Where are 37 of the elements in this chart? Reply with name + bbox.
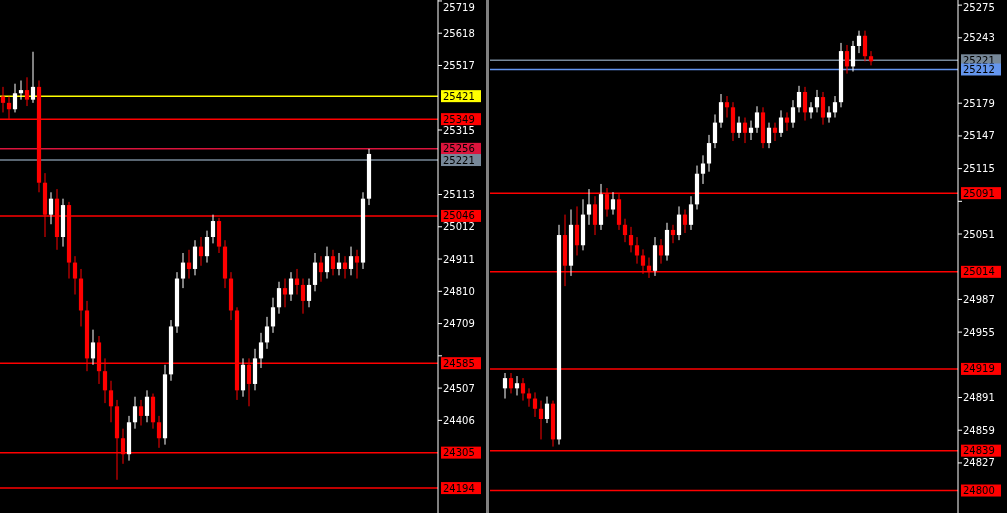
ref-line-label: 25046 (443, 210, 475, 222)
ref-line-label: 24919 (963, 363, 995, 375)
y-tick-label: 25179 (963, 97, 995, 109)
y-tick-label: 24709 (443, 318, 475, 330)
y-tick-label: 25315 (443, 124, 475, 136)
y-tick-label: 24859 (963, 424, 995, 436)
y-tick-label: 25243 (963, 32, 995, 44)
y-tick-label: 25719 (443, 1, 475, 13)
ref-line-label: 24585 (443, 357, 475, 369)
ref-line-label: 25014 (963, 266, 995, 278)
ref-line-label: 24839 (963, 445, 995, 457)
y-tick-label: 24507 (443, 382, 475, 394)
y-tick-label: 25275 (963, 1, 995, 13)
y-tick-label: 24810 (443, 285, 475, 297)
ref-line-label: 25221 (963, 54, 995, 66)
y-tick-label: 25618 (443, 27, 475, 39)
y-tick-label: 25115 (963, 163, 995, 175)
ref-line-label: 24194 (443, 482, 475, 494)
ref-line-label: 25256 (443, 143, 475, 155)
ref-line-label: 25091 (963, 187, 995, 199)
y-tick-label: 24955 (963, 326, 995, 338)
y-tick-label: 24987 (963, 293, 995, 305)
y-tick-label: 25012 (443, 221, 475, 233)
y-tick-label: 25517 (443, 59, 475, 71)
y-tick-label: 24891 (963, 392, 995, 404)
ref-line-label: 25349 (443, 113, 475, 125)
ref-line-label: 25221 (443, 154, 475, 166)
y-tick-label: 24827 (963, 457, 995, 469)
ref-line-label: 24800 (963, 485, 995, 497)
y-tick-label: 25051 (963, 228, 995, 240)
y-tick-label: 24406 (443, 414, 475, 426)
y-tick-label: 24911 (443, 253, 475, 265)
ref-line-label: 25421 (443, 90, 475, 102)
y-tick-label: 25113 (443, 189, 475, 201)
y-tick-label: 25147 (963, 130, 995, 142)
ref-line-label: 24305 (443, 447, 475, 459)
ref-line-label: 25212 (963, 63, 995, 75)
